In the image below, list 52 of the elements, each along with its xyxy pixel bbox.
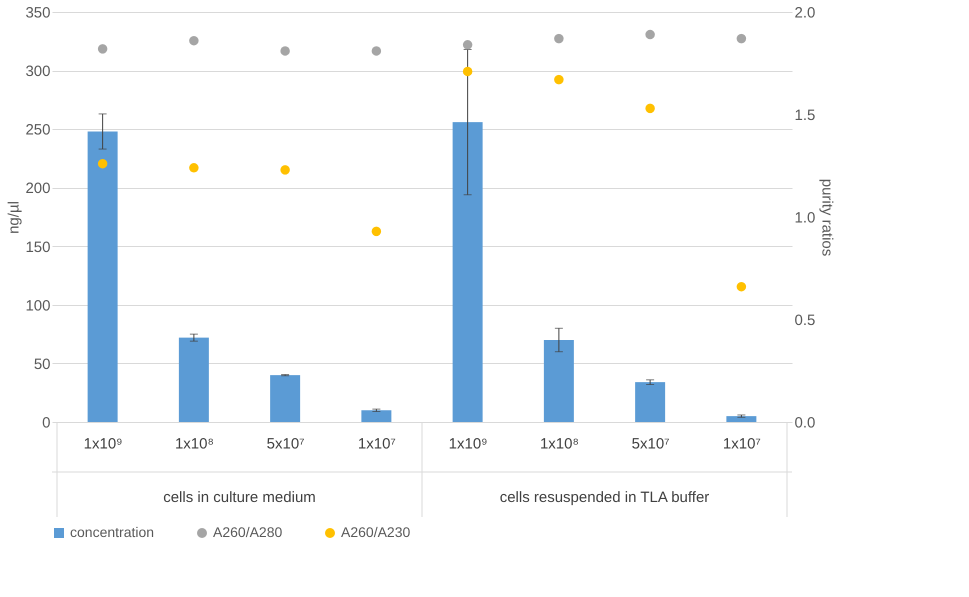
x-tick-label: 1x10⁷ bbox=[358, 436, 396, 452]
point bbox=[372, 46, 382, 56]
bar bbox=[635, 382, 666, 422]
legend-label: A260/A230 bbox=[341, 524, 410, 540]
y-tick-label: 50 bbox=[34, 356, 50, 373]
point bbox=[554, 34, 564, 44]
y2-tick-label: 0.5 bbox=[794, 312, 816, 329]
y-tick-label: 350 bbox=[25, 4, 50, 22]
y2-tick-label: 1.0 bbox=[794, 210, 816, 226]
x-tick-label: 1x10⁹ bbox=[84, 436, 123, 452]
point bbox=[462, 40, 472, 50]
y-tick-label: 250 bbox=[25, 122, 50, 139]
text: cells resuspended in TLA buffer bbox=[500, 489, 710, 506]
x-tick-label: 5x10⁷ bbox=[632, 436, 670, 452]
point bbox=[645, 30, 655, 40]
legend-label: A260/A280 bbox=[213, 524, 282, 540]
y2-tick-label: 2.0 bbox=[794, 4, 816, 22]
text: cells in culture medium bbox=[163, 489, 316, 506]
y-tick-label: 0 bbox=[42, 414, 50, 432]
y2-axis-title: purity ratios bbox=[818, 178, 836, 256]
point bbox=[554, 74, 564, 84]
bar bbox=[270, 375, 300, 422]
point bbox=[462, 66, 472, 76]
y-tick-label: 150 bbox=[25, 238, 50, 256]
point bbox=[372, 226, 382, 236]
bar bbox=[726, 416, 756, 422]
y-axis-title: ng/µl bbox=[5, 201, 22, 234]
point bbox=[98, 158, 108, 168]
bar bbox=[361, 410, 392, 422]
x-tick-label: 1x10⁸ bbox=[540, 436, 579, 452]
bar bbox=[452, 122, 483, 422]
y-tick-label: 100 bbox=[25, 297, 50, 314]
x-tick-label: 1x10⁹ bbox=[448, 436, 488, 452]
legend-label: concentration bbox=[70, 524, 154, 540]
point bbox=[736, 282, 746, 292]
x-tick-label: 1x10⁸ bbox=[174, 436, 214, 452]
point bbox=[736, 34, 746, 44]
point bbox=[645, 104, 655, 114]
bar bbox=[544, 340, 574, 422]
point bbox=[98, 44, 108, 54]
x-tick-label: 5x10⁷ bbox=[266, 436, 305, 452]
y2-tick-label: 0.0 bbox=[794, 414, 816, 432]
x-tick-label: 1x10⁷ bbox=[722, 436, 761, 452]
bar bbox=[178, 338, 209, 422]
point bbox=[189, 163, 199, 173]
point bbox=[280, 46, 290, 56]
point bbox=[280, 165, 290, 175]
bar bbox=[88, 131, 118, 422]
point bbox=[189, 36, 199, 46]
y-tick-label: 200 bbox=[25, 180, 50, 198]
y-tick-label: 300 bbox=[25, 63, 50, 80]
y2-tick-label: 1.5 bbox=[794, 107, 816, 124]
